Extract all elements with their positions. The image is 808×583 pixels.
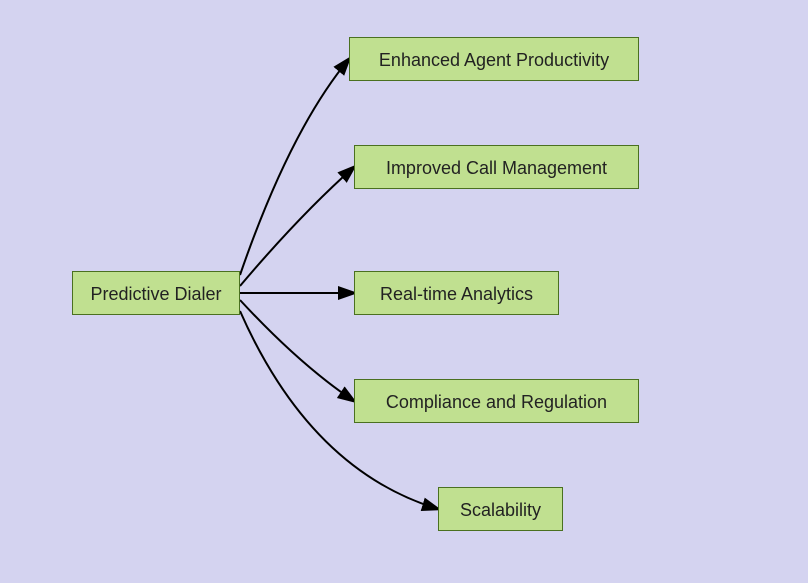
edge-1 <box>240 167 354 286</box>
child-node-0: Enhanced Agent Productivity <box>349 37 639 81</box>
child-node-2: Real-time Analytics <box>354 271 559 315</box>
edge-3 <box>240 300 354 401</box>
root-node: Predictive Dialer <box>72 271 240 315</box>
child-node-4: Scalability <box>438 487 563 531</box>
child-node-3: Compliance and Regulation <box>354 379 639 423</box>
child-node-1: Improved Call Management <box>354 145 639 189</box>
edge-0 <box>240 59 349 275</box>
